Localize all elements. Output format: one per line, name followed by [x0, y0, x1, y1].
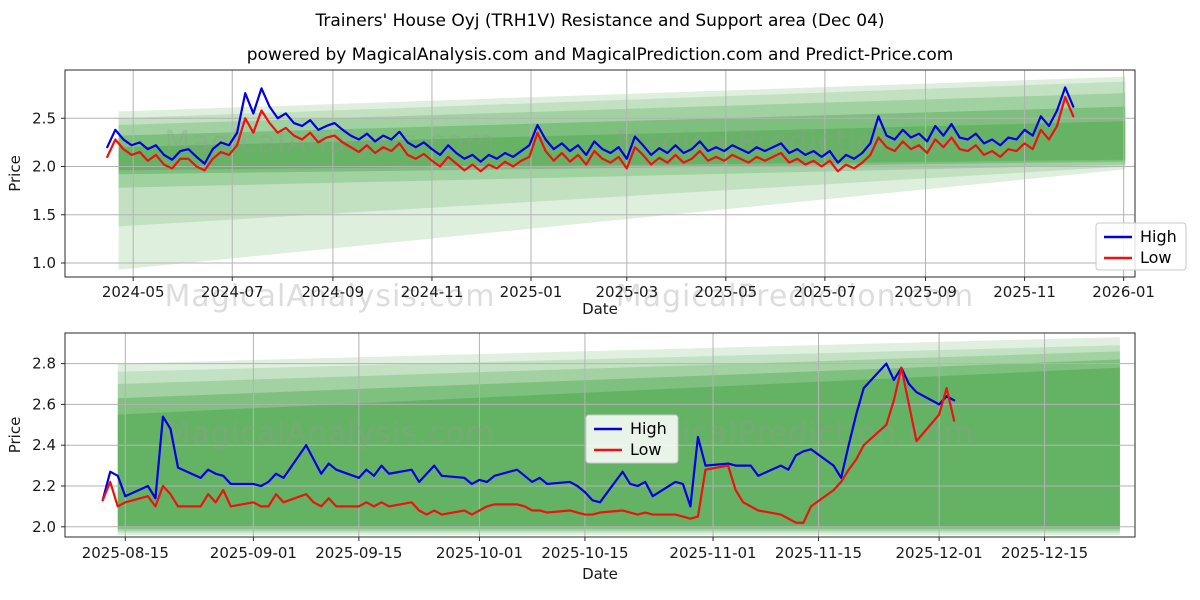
x-tick-label: 2025-11 [993, 283, 1056, 301]
low-line [101, 366, 956, 524]
y-tick-label: 1.5 [32, 206, 56, 224]
x-tick-label: 2024-09 [302, 283, 365, 301]
high-line [101, 362, 956, 508]
y-tick-label: 2.2 [32, 477, 56, 495]
watermark-text: MagicalPrediction.com [616, 279, 975, 314]
legend-label-high: High [630, 419, 667, 438]
y-tick-label: 2.6 [32, 395, 56, 413]
x-tick-label: 2026-01 [1092, 283, 1155, 301]
recent-chart: MagicalAnalysis.com MagicalPrediction.com… [6, 332, 1136, 583]
x-tick-label: 2024-11 [401, 283, 464, 301]
x-tick-label: 2025-10-01 [436, 544, 523, 562]
x-tick-label: 2025-05 [694, 283, 757, 301]
figure-title: Trainers' House Oyj (TRH1V) Resistance a… [315, 11, 885, 31]
axis-label-price: Price [6, 417, 24, 454]
support-resistance-band [118, 106, 1126, 175]
plot-border [64, 332, 1136, 538]
legend-label-high: High [1140, 227, 1177, 246]
x-tick-label: 2025-07 [794, 283, 857, 301]
x-tick-label: 2025-09-15 [315, 544, 402, 562]
history-chart: MagicalAnalysis.com MagicalPrediction.com… [6, 69, 1187, 318]
watermark-text: MagicalAnalysis.com [164, 125, 495, 160]
x-tick-label: 2025-01 [500, 283, 563, 301]
plot-border [64, 69, 1136, 278]
y-tick-label: 1.0 [32, 254, 56, 272]
low-line [106, 95, 1075, 173]
high-line [106, 86, 1075, 165]
x-tick-label: 2025-11-15 [775, 544, 862, 562]
legend: High Low [1095, 222, 1187, 271]
y-tick-label: 2.0 [32, 518, 56, 536]
support-resistance-band [118, 76, 1126, 270]
y-tick-label: 2.5 [32, 109, 56, 127]
axis-label-price: Price [6, 155, 24, 192]
x-tick-label: 2025-10-15 [541, 544, 628, 562]
x-tick-label: 2024-05 [102, 283, 165, 301]
x-tick-label: 2025-12-01 [895, 544, 982, 562]
legend-label-low: Low [1140, 248, 1172, 267]
x-tick-label: 2025-09-01 [210, 544, 297, 562]
legend-label-low: Low [630, 440, 662, 459]
x-tick-label: 2025-03 [595, 283, 658, 301]
legend: High Low [585, 414, 679, 464]
figure-subtitle: powered by MagicalAnalysis.com and Magic… [246, 45, 954, 65]
x-tick-label: 2025-11-01 [669, 544, 756, 562]
x-tick-label: 2025-09 [894, 283, 957, 301]
x-tick-label: 2025-12-15 [1001, 544, 1088, 562]
y-tick-label: 2.8 [32, 355, 56, 373]
watermark-text: MagicalAnalysis.com [164, 416, 495, 451]
watermark-text: MagicalPrediction.com [616, 125, 975, 160]
axis-label-date: Date [582, 565, 618, 583]
y-tick-label: 2.0 [32, 158, 56, 176]
x-tick-label: 2025-08-15 [82, 544, 169, 562]
x-tick-label: 2024-07 [201, 283, 264, 301]
axis-label-date: Date [582, 300, 618, 318]
y-tick-label: 2.4 [32, 436, 56, 454]
support-resistance-band [118, 93, 1126, 188]
watermark-text: MagicalAnalysis.com [164, 279, 495, 314]
